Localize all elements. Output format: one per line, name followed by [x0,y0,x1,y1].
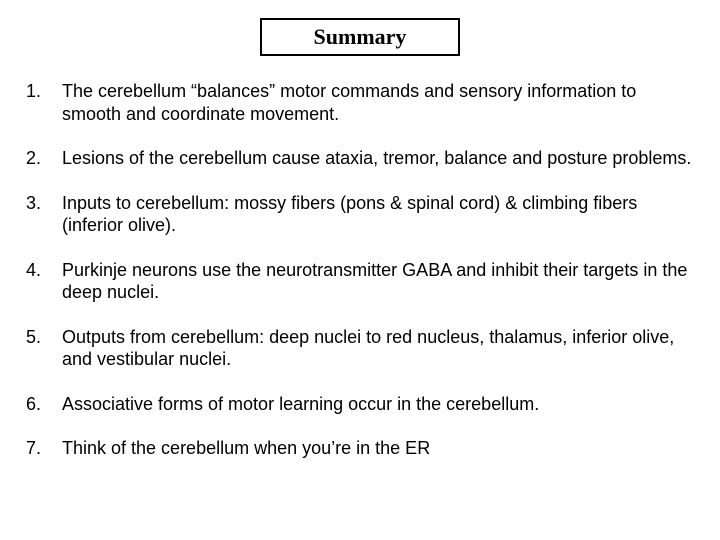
list-item: Associative forms of motor learning occu… [26,393,694,416]
summary-list: The cerebellum “balances” motor commands… [26,80,694,460]
list-item: Outputs from cerebellum: deep nuclei to … [26,326,694,371]
list-item: Lesions of the cerebellum cause ataxia, … [26,147,694,170]
slide-page: Summary The cerebellum “balances” motor … [0,0,720,500]
list-item: Inputs to cerebellum: mossy fibers (pons… [26,192,694,237]
list-item: The cerebellum “balances” motor commands… [26,80,694,125]
page-title: Summary [280,24,440,50]
title-box: Summary [260,18,460,56]
list-item: Purkinje neurons use the neurotransmitte… [26,259,694,304]
list-item: Think of the cerebellum when you’re in t… [26,437,694,460]
